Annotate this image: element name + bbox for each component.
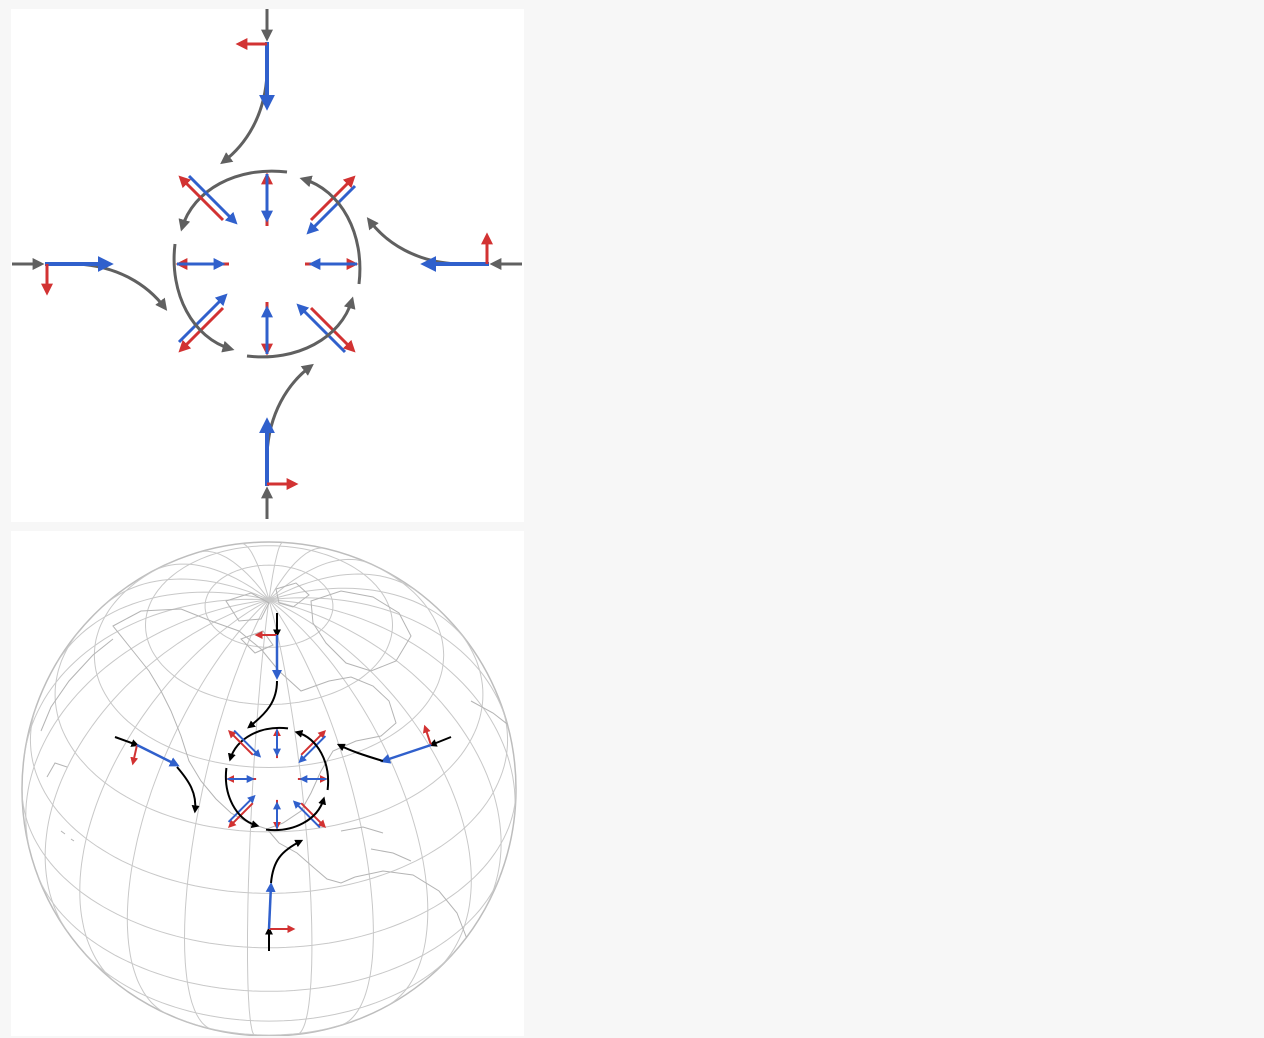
- blue-inward-arrow-south-diag: [177, 293, 228, 344]
- globe-arrows-group: [114, 613, 452, 951]
- rotation-arc-west: [224, 767, 260, 829]
- meridian-line: [268, 547, 324, 601]
- globe-vector-field-diagram: [21, 541, 517, 1036]
- blue-inward-arrow-east-diag: [292, 800, 321, 829]
- meridian-line: [268, 599, 502, 911]
- curved-inflow-west: [176, 766, 200, 814]
- meridian-line: [199, 550, 270, 601]
- meridian-line: [56, 591, 270, 663]
- rotation-arc-north: [227, 726, 289, 762]
- blue-inward-arrow-east-diag: [296, 303, 347, 354]
- graticule: [22, 542, 516, 1036]
- meridian-line: [268, 587, 468, 642]
- parallel-line: [83, 952, 455, 1022]
- curved-inflow-south: [265, 363, 314, 455]
- red-outward-arrow-east-diag: [309, 306, 356, 353]
- blue-inward-arrow-north-diag: [298, 735, 327, 764]
- curved-inflow-south: [270, 839, 304, 884]
- meridian-line: [268, 558, 368, 601]
- red-outward-arrow-south-diag: [228, 802, 254, 828]
- meridian-line: [44, 599, 270, 933]
- meridian-line: [268, 573, 419, 601]
- red-outward-arrow-north-diag: [300, 730, 326, 756]
- coastline-hawaii: [60, 830, 75, 842]
- coastline-north-america: [112, 608, 397, 830]
- planar-vector-field-diagram: [12, 9, 522, 519]
- meridian-line: [268, 599, 429, 1007]
- rotation-arc-east: [294, 729, 330, 791]
- curved-inflow-north: [220, 73, 269, 165]
- parallel-line: [176, 1017, 362, 1036]
- blue-radial-vector-east: [380, 743, 432, 764]
- planar-arrows-group: [12, 9, 522, 519]
- red-outward-arrow-east-diag: [300, 802, 326, 828]
- planar-vector-field-panel: [11, 9, 524, 522]
- coastline-central-america: [266, 828, 356, 884]
- meridian-line: [23, 598, 270, 756]
- red-outward-arrow-south-diag: [178, 306, 225, 353]
- blue-inward-arrow-west-diag: [233, 729, 262, 758]
- curved-inflow-east: [336, 743, 384, 762]
- blue-inward-arrow-west-diag: [187, 174, 238, 225]
- red-outward-arrow-west-diag: [178, 175, 225, 222]
- red-side-vector-west: [130, 744, 139, 766]
- rotation-arc-north: [178, 169, 288, 232]
- blue-inward-arrow-north-diag: [306, 184, 357, 235]
- meridian-line: [183, 599, 270, 1030]
- meridian-line: [268, 542, 283, 600]
- red-side-vector-east: [422, 724, 432, 746]
- red-outward-arrow-west-diag: [228, 730, 254, 756]
- meridian-line: [126, 599, 270, 1015]
- curved-inflow-east: [366, 217, 458, 266]
- rotation-arc-south: [246, 296, 356, 359]
- rotation-arc-east: [299, 175, 362, 285]
- globe-outline: [21, 541, 517, 1036]
- meridian-line: [154, 563, 270, 601]
- meridian-line: [268, 599, 516, 817]
- black-inflow-arrow-west: [114, 736, 140, 747]
- meridian-line: [268, 597, 508, 723]
- meridian-line: [268, 599, 472, 971]
- meridian-line: [268, 599, 313, 1035]
- parallel-line: [22, 788, 516, 949]
- coastline-caribbean: [340, 826, 412, 862]
- globe-vector-field-panel: [11, 531, 524, 1036]
- blue-inward-arrow-south-diag: [227, 794, 256, 823]
- meridian-line: [268, 599, 374, 1026]
- red-outward-arrow-north-diag: [309, 175, 356, 222]
- meridian-line: [241, 543, 270, 600]
- rotation-arc-west: [172, 243, 235, 353]
- parallel-line: [144, 545, 394, 705]
- black-inflow-arrow-east: [428, 736, 452, 747]
- parallel-line: [29, 707, 509, 894]
- meridian-line: [247, 599, 270, 1036]
- blue-radial-vector-south: [265, 882, 276, 930]
- curved-inflow-west: [76, 262, 168, 311]
- coastline-greenland: [310, 590, 412, 672]
- blue-radial-vector-west: [136, 743, 180, 767]
- meridian-line: [25, 599, 270, 850]
- globe: [21, 541, 517, 1036]
- parallel-line: [37, 874, 501, 992]
- curved-inflow-north: [247, 680, 278, 729]
- coastline-asia-east: [40, 638, 114, 778]
- rotation-arc-south: [265, 796, 327, 832]
- parallel-line: [54, 629, 484, 833]
